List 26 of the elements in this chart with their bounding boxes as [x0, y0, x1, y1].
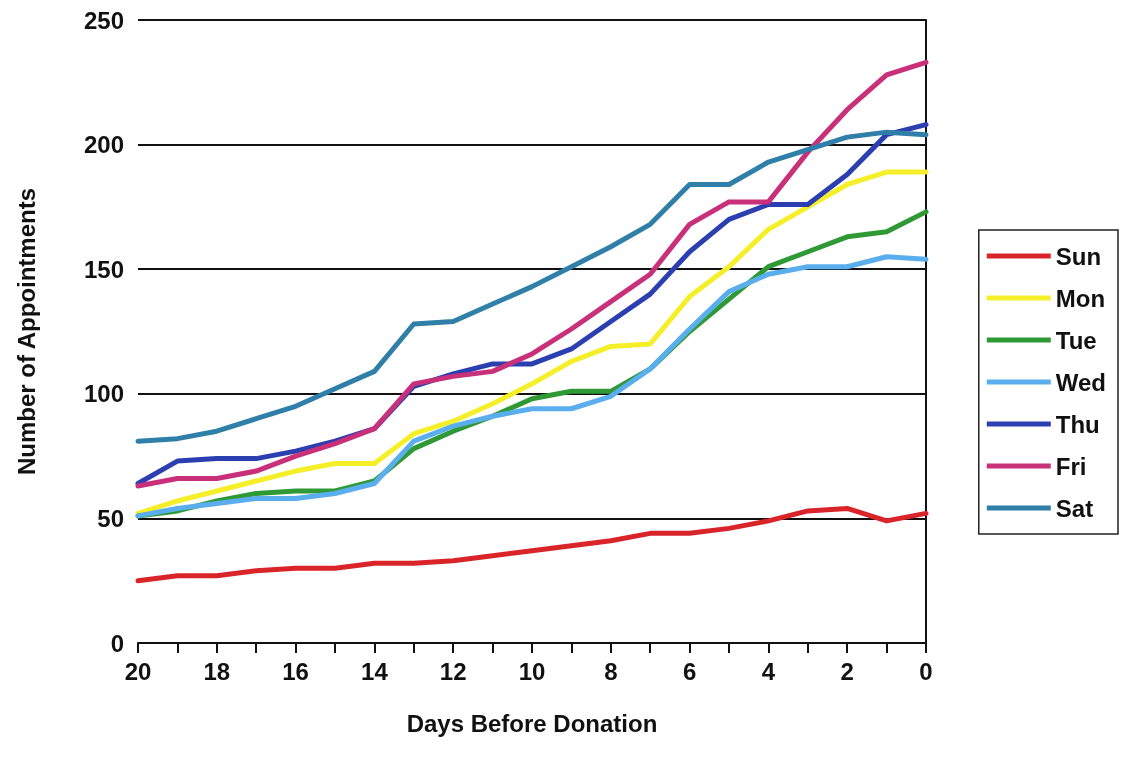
x-tick-label: 2: [840, 657, 854, 685]
legend-label: Wed: [1055, 368, 1107, 396]
y-axis-title: Number of Appointments: [12, 187, 40, 476]
x-tick-label: 18: [203, 657, 231, 685]
x-tick-label: 16: [282, 657, 309, 685]
x-tick-label: 14: [361, 657, 389, 685]
legend-label: Sun: [1055, 242, 1102, 270]
legend-label: Mon: [1055, 284, 1106, 312]
y-tick-label: 250: [83, 6, 124, 34]
x-tick-label: 6: [682, 657, 697, 685]
y-tick-label: 200: [83, 131, 124, 159]
x-tick-label: 10: [518, 657, 546, 685]
x-tick-label: 0: [919, 657, 933, 685]
x-tick-label: 8: [604, 657, 618, 685]
legend-label: Thu: [1055, 410, 1100, 438]
y-tick-label: 100: [83, 380, 124, 408]
x-axis-title: Days Before Donation: [406, 709, 658, 737]
x-tick-label: 12: [439, 657, 467, 685]
x-tick-label: 4: [761, 657, 776, 685]
y-tick-label: 50: [97, 504, 124, 532]
legend-label: Fri: [1055, 452, 1087, 480]
legend-label: Tue: [1055, 326, 1097, 354]
y-tick-label: 150: [83, 255, 124, 283]
x-tick-label: 20: [124, 657, 152, 685]
y-tick-label: 0: [110, 629, 124, 657]
legend-label: Sat: [1055, 494, 1094, 522]
